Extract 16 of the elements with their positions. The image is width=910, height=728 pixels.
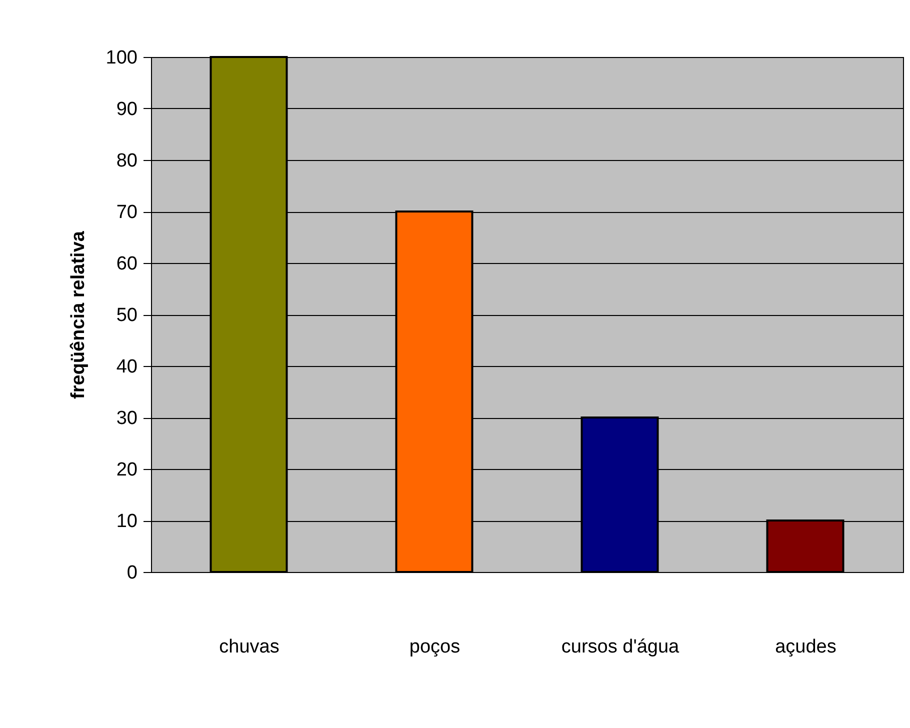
y-axis-title: freqüência relativa (68, 230, 89, 399)
y-tick-label: 90 (116, 99, 138, 120)
y-tick-label: 50 (116, 305, 138, 326)
x-tick-label: poços (409, 636, 460, 658)
y-tick-label: 60 (116, 254, 138, 274)
x-tick-label: açudes (775, 636, 836, 658)
y-tick-label: 10 (116, 511, 138, 532)
x-tick-label: chuvas (219, 636, 280, 658)
y-tick-label: 0 (126, 562, 138, 584)
y-tick-label: 70 (116, 202, 138, 223)
y-tick-label: 100 (106, 48, 138, 68)
y-tick-label: 40 (116, 356, 138, 378)
x-tick-label: cursos d'água (561, 636, 680, 658)
y-tick-label: 30 (116, 408, 138, 429)
y-tick-label: 20 (116, 460, 138, 480)
y-tick-label: 80 (116, 150, 138, 172)
